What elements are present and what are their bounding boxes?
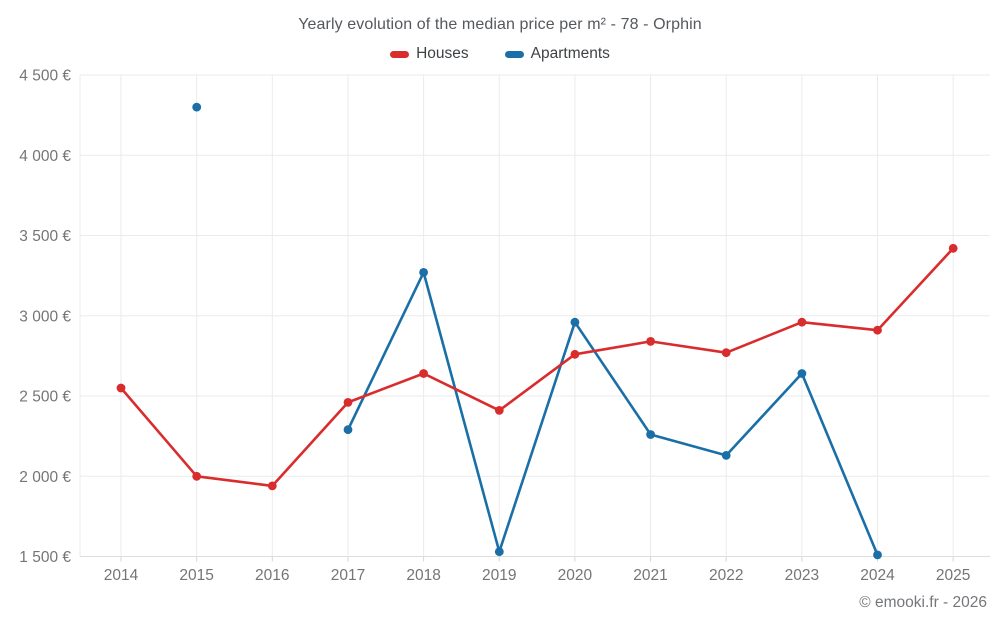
houses-series (116, 243, 958, 491)
houses-point-2016 (267, 481, 277, 491)
houses-point-2017 (343, 398, 353, 407)
apartments-point-2021 (646, 430, 655, 439)
y-tick-label: 3 500 € (19, 228, 71, 245)
x-tick-label: 2015 (179, 567, 213, 584)
apartments-point-2023 (797, 369, 807, 378)
houses-point-2014 (116, 383, 126, 393)
y-tick-label: 4 500 € (19, 68, 71, 85)
houses-point-2024 (873, 325, 882, 335)
apartments-point-2015 (192, 102, 202, 112)
legend-item-houses[interactable]: Houses (390, 45, 469, 63)
x-tick-label: 2014 (104, 567, 139, 584)
houses-point-2023 (797, 317, 807, 327)
x-tick-label: 2017 (331, 567, 365, 584)
houses-point-2018 (419, 369, 428, 378)
apartments-point-2022 (721, 451, 731, 460)
apartments-point-2024 (873, 550, 882, 560)
apartments-point-2020 (570, 317, 580, 327)
y-tick-label: 4 000 € (19, 148, 71, 165)
x-tick-label: 2016 (255, 567, 289, 584)
copyright-footer: © emooki.fr - 2026 (859, 594, 987, 611)
apartments-legend-label: Apartments (530, 45, 610, 62)
x-tick-label: 2023 (785, 567, 819, 584)
houses-point-2020 (570, 349, 580, 359)
x-tick-label: 2019 (482, 567, 516, 584)
x-tick-label: 2022 (709, 567, 743, 584)
houses-legend-swatch-icon (390, 50, 410, 58)
houses-point-2019 (494, 406, 504, 415)
apartments-legend-swatch-icon (504, 50, 524, 58)
chart-legend: Houses Apartments (0, 45, 1000, 63)
x-tick-label: 2025 (936, 567, 970, 584)
houses-point-2015 (192, 471, 202, 481)
legend-item-apartments[interactable]: Apartments (504, 45, 610, 63)
apartments-point-2019 (494, 547, 504, 557)
houses-point-2022 (721, 348, 731, 358)
y-tick-label: 1 500 € (19, 549, 71, 566)
houses-legend-label: Houses (416, 45, 469, 62)
y-tick-label: 2 500 € (19, 389, 71, 406)
houses-point-2021 (646, 337, 655, 346)
x-tick-label: 2018 (406, 567, 440, 584)
axis-labels: 1 500 € 2 000 € 2 500 € 3 000 € 3 500 € 4 000… (19, 68, 970, 585)
apartments-point-2017 (343, 425, 353, 435)
apartments-series (192, 102, 882, 560)
apartments-line (346, 271, 879, 557)
apartments-point-2018 (419, 268, 428, 277)
y-tick-label: 3 000 € (19, 308, 71, 325)
houses-point-2025 (948, 243, 958, 253)
chart-title: Yearly evolution of the median price per… (298, 16, 702, 33)
x-tick-label: 2020 (558, 567, 593, 584)
x-tick-label: 2024 (860, 567, 895, 584)
houses-line (119, 247, 955, 488)
gridlines (79, 74, 990, 562)
x-tick-label: 2021 (633, 567, 667, 584)
y-tick-label: 2 000 € (19, 469, 71, 486)
